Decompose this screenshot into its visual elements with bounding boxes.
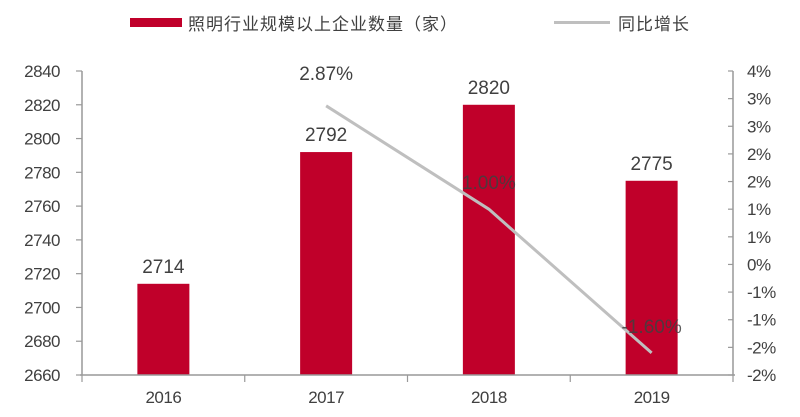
right-axis-tick-label: 1% <box>747 200 771 219</box>
right-axis-tick-label: 3% <box>747 117 771 136</box>
legend-line-swatch <box>554 20 610 24</box>
right-axis-tick-label: 0% <box>747 255 771 274</box>
left-y-axis: 2840 2820 2800 2780 2760 2740 2720 2700 2680 2660 <box>24 62 83 385</box>
x-axis-label: 2016 <box>145 388 181 407</box>
left-axis-tick-label: 2700 <box>24 298 60 317</box>
line-series <box>325 104 653 355</box>
x-axis-label: 2019 <box>634 388 670 407</box>
left-axis-tick-label: 2660 <box>24 366 60 385</box>
right-axis-tick-label: -1% <box>747 311 776 330</box>
bar-series <box>137 104 678 376</box>
left-axis-tick-label: 2740 <box>24 231 60 250</box>
line-value-label: 2.87% <box>299 64 353 85</box>
legend-bar-swatch <box>130 17 182 27</box>
x-axis-label: 2018 <box>471 388 507 407</box>
right-axis-tick-label: -2% <box>747 366 776 385</box>
legend-line-label: 同比增长 <box>618 14 690 35</box>
legend-item-yoy-growth: 同比增长 <box>554 8 690 36</box>
line-value-label: 1.00% <box>462 173 516 194</box>
bar-2016 <box>137 283 190 375</box>
chart-legend: 照明行业规模以上企业数量（家） 同比增长 <box>0 8 800 36</box>
growth-line <box>325 104 653 355</box>
bar-value-label: 2792 <box>305 125 347 146</box>
data-labels: 2714 2792 2820 2775 2.87% 1.00% -1.60% <box>142 64 682 338</box>
line-value-label: -1.60% <box>622 317 682 338</box>
bar-value-label: 2775 <box>630 154 672 175</box>
right-axis-tick-label: 3% <box>747 90 771 109</box>
right-axis-tick-label: 1% <box>747 228 771 247</box>
left-axis-tick-label: 2820 <box>24 96 60 115</box>
left-axis-tick-label: 2720 <box>24 265 60 284</box>
right-y-axis: 4% 3% 3% 2% 2% 1% 1% 0% -1% -1% -2% -2% <box>728 62 777 385</box>
right-axis-tick-label: -2% <box>747 338 776 357</box>
left-axis-tick-label: 2680 <box>24 332 60 351</box>
bar-2019 <box>625 180 678 375</box>
right-axis-tick-label: 2% <box>747 145 771 164</box>
left-axis-tick-label: 2780 <box>24 163 60 182</box>
left-axis-tick-label: 2840 <box>24 62 60 81</box>
x-axis: 2016 2017 2018 2019 <box>80 374 735 407</box>
right-axis-tick-label: 4% <box>747 62 771 81</box>
x-axis-label: 2017 <box>308 388 344 407</box>
bar-2017 <box>300 152 353 375</box>
bar-value-label: 2820 <box>468 78 510 99</box>
left-axis-tick-label: 2800 <box>24 130 60 149</box>
bar-value-label: 2714 <box>142 257 185 278</box>
right-axis-tick-label: -1% <box>747 283 776 302</box>
right-axis-tick-label: 2% <box>747 173 771 192</box>
bar-2018 <box>462 104 515 376</box>
legend-item-enterprise-count: 照明行业规模以上企业数量（家） <box>130 8 458 36</box>
legend-bar-label: 照明行业规模以上企业数量（家） <box>188 14 458 35</box>
left-axis-tick-label: 2760 <box>24 197 60 216</box>
